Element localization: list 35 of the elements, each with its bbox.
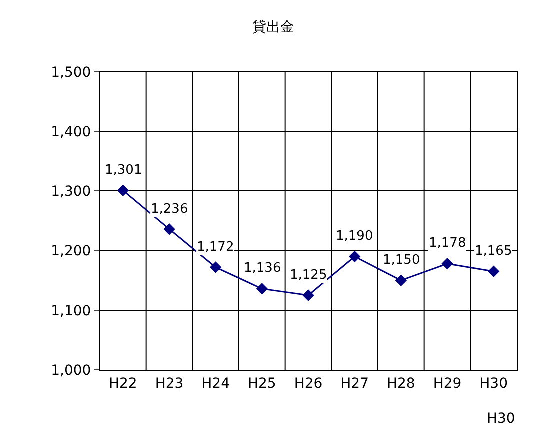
text: 1,178 bbox=[429, 236, 466, 251]
x-tick-label: H26 bbox=[294, 376, 323, 392]
x-tick-label: H23 bbox=[155, 376, 184, 392]
x-tick-label: H30 bbox=[480, 376, 508, 392]
x-tick-label: H24 bbox=[202, 376, 230, 392]
point bbox=[395, 274, 408, 286]
text: 1,136 bbox=[244, 261, 282, 276]
point bbox=[210, 262, 222, 274]
text: H30 bbox=[487, 411, 516, 427]
x-tick-label: H22 bbox=[109, 376, 138, 392]
chart-title: 貸出金 bbox=[252, 19, 294, 36]
y-tick-label: 1,500 bbox=[51, 64, 92, 81]
point bbox=[442, 258, 454, 270]
text: 1,125 bbox=[290, 268, 328, 283]
point bbox=[164, 223, 176, 236]
y-tick-label: 1,200 bbox=[51, 244, 92, 260]
point bbox=[302, 290, 314, 302]
y-tick-label: 1,400 bbox=[51, 124, 92, 140]
x-tick-label: H28 bbox=[387, 376, 416, 392]
y-tick-label: 1,000 bbox=[51, 362, 92, 379]
text: 1,172 bbox=[197, 240, 234, 255]
x-tick-label: H25 bbox=[248, 376, 276, 392]
point bbox=[117, 184, 130, 196]
text: 1,301 bbox=[105, 163, 142, 178]
y-tick-label: 1,300 bbox=[51, 184, 92, 200]
point bbox=[488, 266, 500, 278]
text: 1,190 bbox=[336, 229, 374, 244]
point bbox=[348, 250, 361, 263]
text: 1,236 bbox=[151, 202, 188, 217]
x-tick-label: H27 bbox=[340, 376, 369, 392]
x-tick-label: H29 bbox=[433, 376, 462, 392]
text: 1,150 bbox=[383, 253, 420, 268]
text: 1,165 bbox=[475, 244, 512, 259]
y-tick-label: 1,100 bbox=[51, 303, 92, 320]
point bbox=[256, 283, 268, 295]
